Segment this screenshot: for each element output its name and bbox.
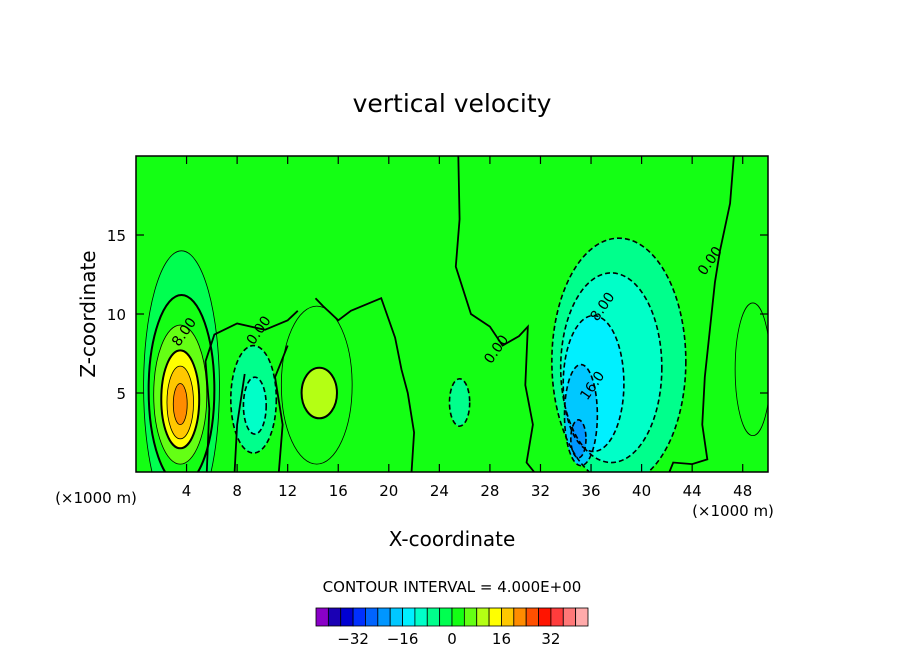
contour-line <box>143 250 220 472</box>
colorbar-swatch <box>315 607 329 627</box>
colorbar-swatch <box>451 607 465 627</box>
x-tick-label: 40 <box>632 482 651 500</box>
contour-fill-region <box>243 377 267 435</box>
colorbar-tick-label: −32 <box>337 630 369 648</box>
zero-contour-line <box>233 373 246 472</box>
contour-interval-note: CONTOUR INTERVAL = 4.000E+00 <box>323 578 582 596</box>
colorbar-tick-label: 32 <box>541 630 560 648</box>
x-tick-label: 32 <box>531 482 550 500</box>
contour-line <box>734 302 768 437</box>
colorbar-swatch <box>340 607 354 627</box>
y-axis-label: Z-coordinate <box>76 250 100 377</box>
colorbar-swatch <box>513 607 527 627</box>
contour-line <box>551 237 687 472</box>
x-unit-label-right: (×1000 m) <box>692 502 774 520</box>
colorbar-tick-label: 0 <box>447 630 457 648</box>
colorbar-tick-label: 16 <box>492 630 511 648</box>
colorbar-swatch <box>476 607 490 627</box>
x-tick-label: 48 <box>733 482 752 500</box>
contour-line <box>570 419 587 459</box>
contour-fill-region <box>735 302 768 436</box>
contour-line <box>300 366 338 420</box>
contour-line <box>559 272 663 464</box>
contour-line <box>230 344 278 454</box>
colorbar-swatch <box>525 607 539 627</box>
colorbar-swatch <box>414 607 428 627</box>
colorbar-swatch <box>327 607 342 627</box>
zero-contour-line <box>314 297 415 472</box>
colorbar-swatch <box>389 607 403 627</box>
colorbar-swatch <box>463 607 478 627</box>
colorbar-swatch <box>365 607 379 627</box>
x-tick-label: 8 <box>232 482 242 500</box>
contour-line <box>166 365 194 440</box>
contour-line <box>448 377 471 427</box>
zero-contour-line <box>668 156 735 472</box>
zero-contour-line <box>204 310 299 472</box>
x-axis-label: X-coordinate <box>389 527 516 551</box>
contour-fill-region <box>173 383 188 425</box>
colorbar-tick-label: −16 <box>387 630 419 648</box>
x-tick-label: 20 <box>379 482 398 500</box>
x-tick-label: 16 <box>329 482 348 500</box>
contour-line <box>160 349 201 450</box>
contour-line <box>563 363 599 467</box>
contour-fill-region <box>301 367 337 419</box>
zero-contour-line <box>454 156 535 472</box>
contour-line <box>242 376 267 435</box>
colorbar-swatch <box>550 607 564 627</box>
x-tick-label: 24 <box>430 482 449 500</box>
x-tick-label: 28 <box>480 482 499 500</box>
contour-line <box>172 383 188 425</box>
contour-line <box>562 314 625 453</box>
colorbar-swatch <box>538 607 552 627</box>
colorbar-swatch <box>377 607 391 627</box>
contour-line <box>153 324 208 465</box>
colorbar-swatch <box>439 607 453 627</box>
x-tick-label: 44 <box>683 482 702 500</box>
colorbar <box>315 607 589 627</box>
y-tick-label: 5 <box>116 385 126 403</box>
contour-fill-region <box>570 419 586 458</box>
colorbar-swatch <box>575 607 589 627</box>
colorbar-swatch <box>501 607 515 627</box>
chart-title: vertical velocity <box>353 89 552 118</box>
y-tick-label: 15 <box>107 227 126 245</box>
x-tick-label: 36 <box>581 482 600 500</box>
contour-fill-region <box>449 378 470 427</box>
colorbar-swatch <box>402 607 416 627</box>
colorbar-swatch <box>426 607 441 627</box>
plot-area <box>136 156 768 472</box>
x-unit-label: (×1000 m) <box>55 489 137 507</box>
x-tick-label: 12 <box>278 482 297 500</box>
contour-line <box>147 294 216 472</box>
x-tick-label: 4 <box>182 482 192 500</box>
colorbar-swatch <box>352 607 366 627</box>
colorbar-swatch <box>562 607 577 627</box>
contour-line <box>280 305 353 465</box>
zero-contour-line <box>274 345 289 472</box>
colorbar-swatch <box>488 607 502 627</box>
y-tick-label: 10 <box>107 306 126 324</box>
